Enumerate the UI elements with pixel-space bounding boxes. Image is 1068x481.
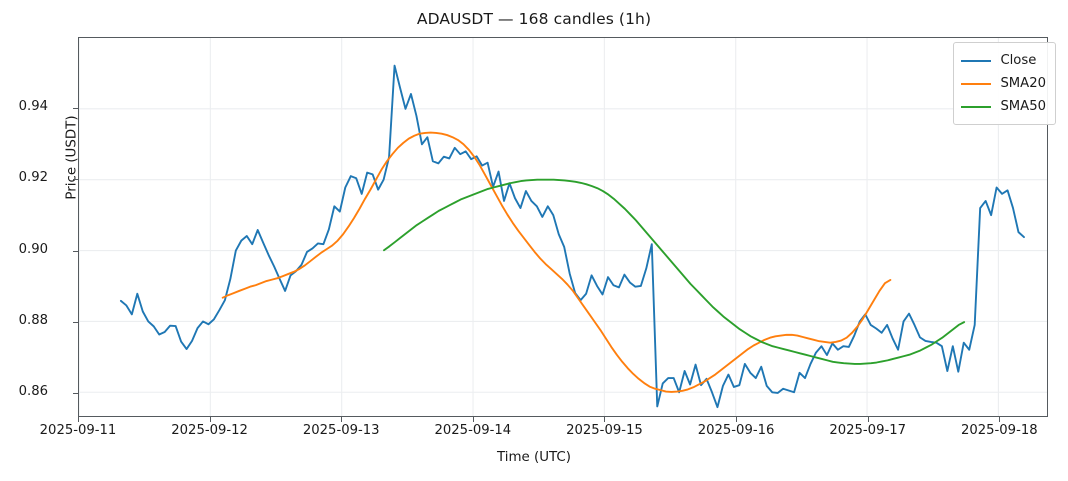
chart-legend: Close SMA20 SMA50: [953, 42, 1056, 125]
data-series: [119, 64, 1025, 409]
x-tick-mark: [604, 417, 606, 422]
legend-item: SMA20: [961, 72, 1046, 95]
x-tick-label: 2025-09-16: [697, 423, 775, 438]
y-tick-label: 0.86: [18, 384, 48, 400]
y-tick-mark: [73, 393, 78, 395]
x-tick-mark: [472, 417, 474, 422]
chart-title: ADAUSDT — 168 candles (1h): [416, 10, 652, 28]
x-tick-mark: [341, 417, 343, 422]
legend-label-sma50: SMA50: [1000, 99, 1046, 114]
series-line-sma50: [383, 178, 966, 365]
legend-swatch-sma20: [961, 82, 992, 85]
legend-label-sma20: SMA20: [1000, 76, 1046, 91]
plot-area: [78, 37, 1048, 417]
x-tick-label: 2025-09-14: [434, 423, 512, 438]
x-tick-label: 2025-09-13: [302, 423, 380, 438]
y-tick-mark: [73, 179, 78, 181]
series-line-close: [119, 64, 1025, 409]
x-tick-label: 2025-09-12: [171, 423, 248, 438]
legend-item: SMA50: [961, 95, 1046, 118]
y-tick-label: 0.90: [18, 241, 48, 257]
x-tick-mark: [736, 417, 738, 422]
x-tick-mark: [867, 417, 869, 422]
y-tick-label: 0.94: [18, 99, 48, 115]
y-tick-label: 0.88: [18, 312, 48, 328]
x-tick-label: 2025-09-17: [829, 423, 906, 438]
series-line-sma20: [221, 131, 892, 393]
plot-canvas: [79, 38, 1047, 416]
x-tick-label: 2025-09-18: [960, 423, 1038, 438]
y-tick-mark: [73, 108, 78, 110]
x-tick-mark: [209, 417, 211, 422]
legend-label-close: Close: [1000, 53, 1037, 68]
x-tick-label: 2025-09-15: [566, 423, 643, 438]
x-axis-label: Time (UTC): [496, 450, 572, 465]
x-tick-mark: [78, 417, 79, 422]
legend-item: Close: [961, 49, 1046, 72]
legend-swatch-close: [961, 59, 992, 62]
x-tick-label: 2025-09-11: [39, 423, 117, 438]
legend-swatch-sma50: [961, 105, 992, 108]
x-tick-mark: [999, 417, 1001, 422]
y-tick-mark: [73, 250, 78, 252]
y-tick-label: 0.92: [18, 170, 48, 186]
y-tick-mark: [73, 321, 78, 323]
gridlines: [79, 38, 1047, 416]
